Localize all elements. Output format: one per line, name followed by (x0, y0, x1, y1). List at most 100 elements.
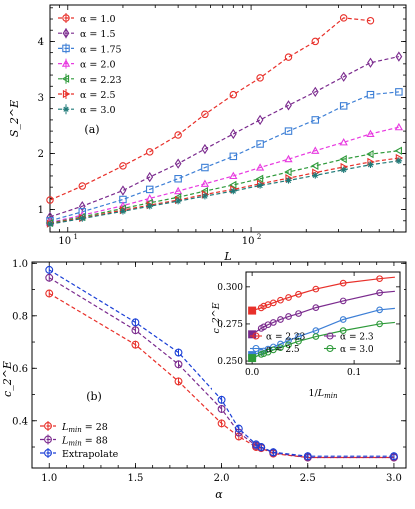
data-point (229, 128, 237, 140)
data-point (339, 137, 348, 146)
y-tick-label: 1 (38, 205, 44, 216)
data-point (376, 320, 383, 328)
data-point (312, 172, 319, 179)
data-point (174, 360, 183, 369)
legend-label: α = 2.3 (340, 333, 374, 343)
data-point (285, 100, 292, 111)
data-point (394, 122, 404, 131)
panel-b-chart: 1.0 1.5 2.0 2.5 3.0 0.4 0.6 0.8 1.0 α c_2^E (b) Lmin… (1, 259, 407, 501)
legend-marker (252, 332, 260, 340)
data-point (311, 86, 319, 98)
data-point (174, 158, 182, 169)
y-tick-label: 0.250 (217, 357, 243, 367)
legend-label: α = 2.5 (266, 345, 300, 355)
data-point (217, 395, 226, 404)
series-line (49, 91, 399, 222)
inset-background (212, 266, 404, 392)
legend-marker (62, 106, 70, 113)
legend-label: α = 2.23 (80, 75, 122, 86)
legend-label: Lmin = 28 (61, 422, 108, 434)
data-point (174, 197, 182, 205)
data-point (131, 340, 140, 349)
legend-marker (44, 422, 52, 430)
y-axis-label: c_2^E (211, 302, 222, 333)
x-tick-label: 1.5 (127, 473, 143, 484)
data-point (79, 215, 86, 222)
data-point (295, 310, 302, 317)
data-point (395, 88, 403, 96)
data-point (217, 419, 226, 428)
series-line (49, 17, 371, 201)
x-tick-label-exponent: 2 (257, 233, 261, 241)
legend-label: Lmin = 88 (61, 436, 108, 448)
data-point (269, 299, 277, 307)
extrapolated-point (248, 306, 257, 315)
data-point (131, 318, 140, 327)
legend-marker (326, 344, 334, 353)
y-tick-label: 0.4 (12, 416, 28, 427)
data-point (340, 71, 348, 82)
data-point (146, 203, 153, 210)
data-point (339, 327, 347, 334)
x-tick-label: 1.0 (41, 473, 57, 484)
data-point (200, 179, 210, 187)
data-point (269, 346, 277, 354)
data-point (119, 208, 127, 215)
data-point (119, 185, 127, 196)
data-point (145, 185, 154, 194)
data-point (78, 201, 86, 212)
data-point (394, 146, 402, 155)
data-point (201, 163, 209, 172)
data-point (366, 90, 375, 99)
y-tick-label: 4 (38, 37, 44, 48)
data-point (277, 296, 284, 304)
y-tick-label: 3 (38, 93, 44, 104)
legend-label: α = 3.0 (340, 345, 374, 355)
data-point (295, 290, 302, 298)
data-point (119, 162, 127, 170)
plot-frame (49, 4, 407, 233)
x-tick-label-exponent: 1 (74, 233, 78, 241)
data-point (145, 148, 154, 156)
data-point (230, 187, 237, 195)
data-point (312, 304, 320, 311)
series-line (49, 55, 399, 218)
data-point (174, 131, 182, 139)
y-axis-label: c_2^E (1, 361, 14, 397)
data-point (45, 265, 54, 274)
x-axis-label: 1/Lmin (309, 388, 338, 400)
data-point (312, 285, 320, 293)
data-point (78, 182, 87, 190)
data-point (339, 297, 347, 305)
data-point (284, 53, 293, 61)
data-point (339, 279, 347, 287)
data-point (146, 171, 154, 183)
data-point (367, 161, 374, 168)
data-point (285, 313, 292, 320)
data-point (376, 289, 383, 297)
data-point (284, 167, 292, 177)
series-line (49, 126, 400, 224)
data-point (256, 114, 264, 126)
data-point (46, 196, 54, 204)
data-point (234, 424, 243, 433)
data-point (269, 319, 277, 326)
series-line (48, 269, 394, 457)
x-tick-label: 2.0 (214, 473, 230, 484)
legend-label: α = 2.23 (266, 333, 306, 343)
legend-label: α = 1.75 (80, 44, 122, 55)
data-point (367, 57, 374, 68)
data-point (256, 140, 264, 148)
data-point (201, 143, 209, 155)
data-point (340, 166, 347, 173)
data-point (229, 171, 238, 180)
data-point (339, 316, 347, 323)
data-point (285, 177, 292, 184)
y-tick-label: 2 (38, 149, 44, 160)
data-point (229, 152, 238, 161)
data-point (395, 157, 403, 165)
data-point (173, 186, 183, 195)
series-line (49, 157, 399, 225)
